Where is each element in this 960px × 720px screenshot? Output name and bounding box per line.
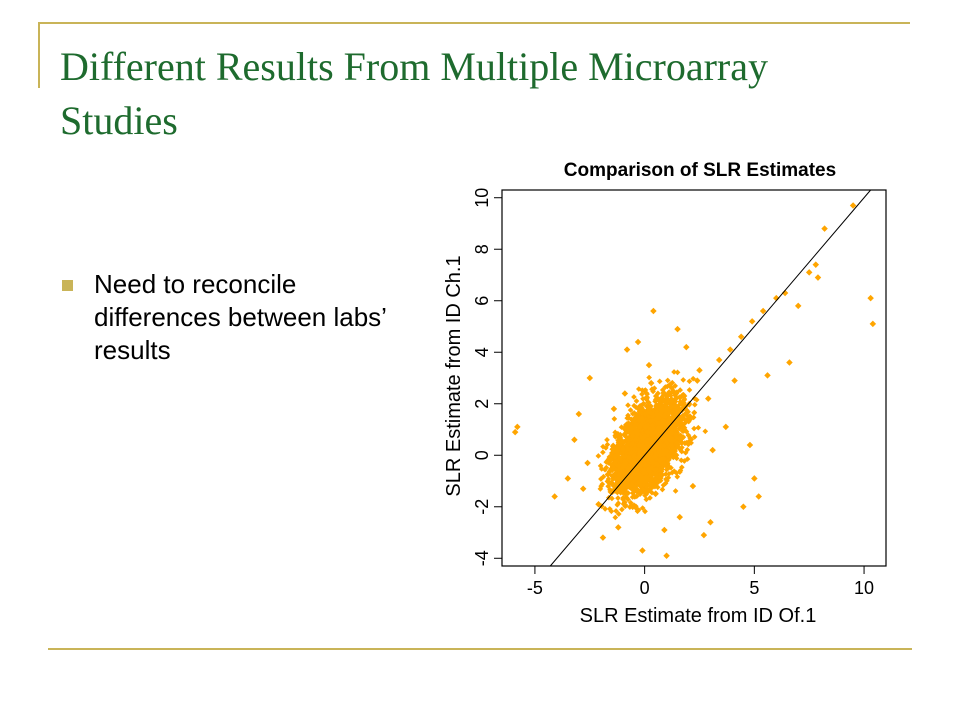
scatter-point: [647, 379, 655, 387]
scatter-point: [511, 428, 519, 436]
scatter-point: [748, 318, 756, 325]
y-tick-label: 6: [472, 296, 492, 306]
scatter-point: [764, 372, 771, 379]
y-axis-label: SLR Estimate from ID Ch.1: [443, 255, 465, 496]
scatter-point: [639, 547, 646, 554]
scatter-point: [731, 377, 738, 384]
scatter-point: [663, 552, 670, 559]
x-axis-label: SLR Estimate from ID Of.1: [580, 605, 817, 627]
chart-title: Comparison of SLR Estimates: [564, 160, 836, 181]
x-tick-label: 10: [854, 578, 874, 598]
slide-title: Different Results From Multiple Microarr…: [60, 44, 769, 143]
scatter-point: [683, 343, 690, 351]
scatter-point: [599, 534, 607, 541]
point-cloud: [595, 369, 709, 521]
scatter-point: [867, 294, 874, 302]
scatter-point: [705, 395, 712, 402]
scatter-point: [869, 320, 877, 328]
scatter-point: [571, 436, 578, 444]
scatter-point: [551, 493, 558, 500]
x-tick-label: 0: [640, 578, 650, 598]
y-tick-label: 2: [472, 399, 492, 409]
scatter-point: [786, 359, 793, 366]
scatter-point: [650, 307, 657, 315]
x-tick-label: -5: [527, 578, 543, 598]
scatter-point: [661, 526, 668, 534]
scatter-point: [700, 531, 708, 539]
scatter-point: [623, 346, 631, 353]
scatter-point: [814, 274, 822, 281]
bullet-list: Need to reconcile differences between la…: [60, 268, 420, 367]
bullet-item: Need to reconcile differences between la…: [60, 268, 420, 367]
scatter-point: [584, 459, 591, 467]
scatter-point: [689, 482, 697, 490]
scatter-point: [634, 338, 642, 346]
y-tick-label: 0: [472, 450, 492, 460]
scatter-point: [812, 261, 820, 268]
scatter-point: [586, 374, 594, 382]
scatter-point: [680, 392, 688, 400]
scatter-point: [709, 446, 716, 454]
scatter-point: [773, 294, 780, 302]
y-tick-label: -4: [472, 550, 492, 566]
scatter-point: [759, 307, 767, 315]
y-tick-label: 4: [472, 347, 492, 357]
scatter-point: [564, 475, 572, 482]
scatter-point: [722, 423, 730, 431]
scatter-point: [610, 405, 618, 413]
scatter-point: [676, 513, 683, 521]
square-bullet-icon: [62, 280, 73, 291]
scatter-point: [746, 441, 754, 449]
chart-svg: Comparison of SLR Estimates SLR Estimate…: [443, 160, 887, 627]
scatter-point: [575, 410, 583, 418]
plot-frame: [501, 189, 887, 567]
bottom-rule: [48, 648, 912, 650]
left-rule: [38, 22, 40, 88]
y-tick-label: 8: [472, 244, 492, 254]
scatter-point: [579, 485, 587, 492]
scatter-point: [821, 225, 828, 232]
y-tick-label: -2: [472, 499, 492, 515]
scatter-point: [805, 269, 813, 276]
top-rule: [38, 22, 910, 24]
scatter-point: [740, 503, 747, 511]
scatter-point: [619, 480, 626, 487]
scatter-point: [755, 493, 762, 500]
scatter-point: [794, 302, 802, 310]
bullet-text: Need to reconcile differences between la…: [94, 269, 386, 365]
scatter-point: [685, 439, 692, 446]
y-tick-label: 10: [472, 188, 492, 208]
scatter-point: [715, 356, 723, 364]
scatter-point: [707, 518, 714, 526]
x-tick-label: 5: [749, 578, 759, 598]
scatter-chart: Comparison of SLR Estimates SLR Estimate…: [430, 148, 910, 638]
scatter-point: [696, 367, 703, 374]
plot-area: -5 0 5 10 -4 -2 0 2 4 6 8 10: [472, 188, 887, 598]
scatter-point: [615, 524, 622, 531]
scatter-point: [751, 475, 758, 482]
scatter-point: [621, 390, 629, 397]
scatter-point: [645, 361, 653, 369]
identity-reference-line: [549, 189, 872, 567]
scatter-point: [674, 325, 681, 333]
scatter-point: [630, 467, 637, 474]
